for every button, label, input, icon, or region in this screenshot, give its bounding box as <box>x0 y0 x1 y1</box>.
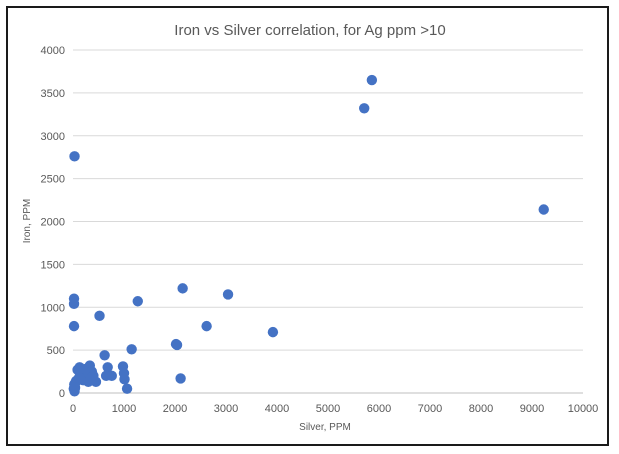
y-tick-label-0: 0 <box>59 388 65 400</box>
data-point <box>267 326 279 338</box>
chart-title: Iron vs Silver correlation, for Ag ppm >… <box>174 22 445 39</box>
data-point <box>222 289 234 300</box>
data-point <box>126 344 137 355</box>
data-point <box>175 373 186 384</box>
data-point <box>94 310 105 322</box>
data-point <box>102 362 113 373</box>
data-point <box>366 74 378 86</box>
x-tick-labels: 0 1000 2000 3000 4000 5000 6000 7000 8000 9000 100… <box>70 403 598 415</box>
y-tick-label-1000: 1000 <box>41 302 65 314</box>
x-tick-label-10000: 10000 <box>568 403 599 415</box>
x-tick-label-9000: 9000 <box>520 403 544 415</box>
x-axis-label: Silver, PPM <box>299 422 351 433</box>
x-tick-label-8000: 8000 <box>469 403 493 415</box>
x-tick-label-3000: 3000 <box>214 403 238 415</box>
gridlines <box>73 49 583 351</box>
data-point <box>177 283 188 294</box>
x-tick-label-4000: 4000 <box>265 403 289 415</box>
data-point <box>132 296 143 307</box>
y-tick-label-500: 500 <box>47 345 65 357</box>
x-tick-label-2000: 2000 <box>163 403 187 415</box>
y-tick-label-3000: 3000 <box>41 131 65 143</box>
y-tick-labels: 0 500 1000 1500 2000 2500 3000 3500 4000 <box>41 45 65 400</box>
data-point <box>201 320 212 332</box>
data-point <box>68 320 80 332</box>
data-point <box>90 376 102 388</box>
x-tick-label-1000: 1000 <box>112 403 136 415</box>
data-point <box>106 370 117 382</box>
data-point <box>119 374 130 385</box>
x-tick-label-6000: 6000 <box>367 403 391 415</box>
data-points <box>68 74 549 397</box>
y-tick-label-1500: 1500 <box>41 259 65 271</box>
x-tick-label-0: 0 <box>70 403 76 415</box>
y-tick-label-2500: 2500 <box>41 174 65 186</box>
y-tick-label-4000: 4000 <box>41 45 65 57</box>
data-point <box>69 382 81 394</box>
y-tick-label-2000: 2000 <box>41 217 65 229</box>
y-axis-label: Iron, PPM <box>22 199 33 243</box>
data-point <box>538 204 549 215</box>
data-point <box>359 103 370 114</box>
data-point <box>121 383 133 394</box>
data-point <box>68 298 80 310</box>
data-point <box>99 350 110 361</box>
data-point <box>171 339 183 351</box>
y-tick-label-3500: 3500 <box>41 88 65 100</box>
x-tick-label-5000: 5000 <box>316 403 340 415</box>
data-point <box>69 151 80 162</box>
x-tick-label-7000: 7000 <box>418 403 442 415</box>
